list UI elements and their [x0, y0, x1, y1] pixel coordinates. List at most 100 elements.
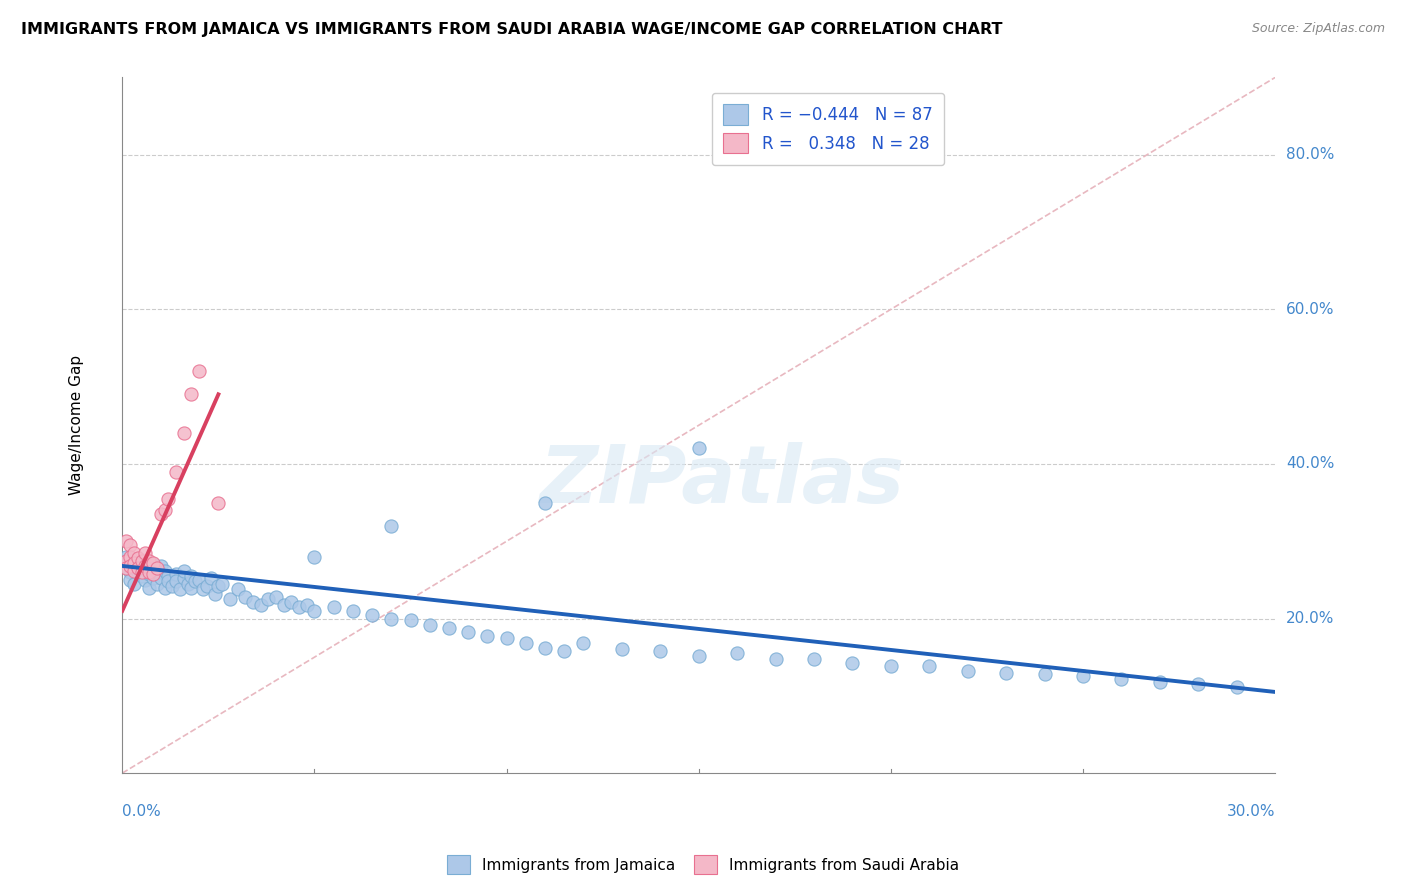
- Point: [118, 573, 141, 587]
- Point: [180, 569, 202, 583]
- Point: [242, 594, 264, 608]
- Point: [534, 640, 557, 655]
- Point: [1033, 667, 1056, 681]
- Point: [515, 636, 537, 650]
- Point: [134, 546, 156, 560]
- Point: [457, 625, 479, 640]
- Point: [399, 613, 422, 627]
- Point: [115, 561, 138, 575]
- Point: [142, 558, 165, 572]
- Point: [188, 573, 211, 587]
- Text: 20.0%: 20.0%: [1286, 611, 1334, 626]
- Point: [207, 579, 229, 593]
- Point: [142, 566, 165, 581]
- Point: [122, 576, 145, 591]
- Point: [995, 665, 1018, 680]
- Point: [118, 558, 141, 573]
- Text: ZIPatlas: ZIPatlas: [540, 442, 904, 520]
- Point: [138, 566, 160, 581]
- Point: [122, 558, 145, 572]
- Point: [157, 574, 180, 589]
- Point: [688, 648, 710, 663]
- Point: [1071, 669, 1094, 683]
- Point: [553, 644, 575, 658]
- Point: [122, 546, 145, 560]
- Point: [149, 507, 172, 521]
- Point: [180, 581, 202, 595]
- Point: [127, 561, 149, 575]
- Text: 30.0%: 30.0%: [1226, 805, 1275, 820]
- Point: [264, 590, 287, 604]
- Point: [165, 465, 187, 479]
- Point: [149, 558, 172, 573]
- Point: [841, 657, 863, 671]
- Text: 40.0%: 40.0%: [1286, 457, 1334, 472]
- Text: Wage/Income Gap: Wage/Income Gap: [69, 355, 84, 495]
- Point: [146, 561, 169, 575]
- Point: [118, 538, 141, 552]
- Point: [219, 592, 242, 607]
- Point: [610, 642, 633, 657]
- Point: [134, 561, 156, 575]
- Point: [257, 592, 280, 607]
- Point: [131, 553, 153, 567]
- Point: [138, 553, 160, 567]
- Point: [342, 604, 364, 618]
- Point: [380, 518, 402, 533]
- Point: [273, 598, 295, 612]
- Point: [157, 569, 180, 583]
- Point: [572, 636, 595, 650]
- Point: [131, 553, 153, 567]
- Text: IMMIGRANTS FROM JAMAICA VS IMMIGRANTS FROM SAUDI ARABIA WAGE/INCOME GAP CORRELAT: IMMIGRANTS FROM JAMAICA VS IMMIGRANTS FR…: [21, 22, 1002, 37]
- Point: [495, 631, 517, 645]
- Point: [176, 576, 198, 591]
- Point: [115, 534, 138, 549]
- Point: [149, 571, 172, 585]
- Point: [138, 581, 160, 595]
- Point: [419, 617, 441, 632]
- Point: [295, 598, 318, 612]
- Point: [288, 599, 311, 614]
- Point: [188, 364, 211, 378]
- Point: [162, 579, 184, 593]
- Legend: Immigrants from Jamaica, Immigrants from Saudi Arabia: Immigrants from Jamaica, Immigrants from…: [441, 849, 965, 880]
- Point: [169, 582, 191, 596]
- Point: [122, 556, 145, 570]
- Point: [127, 551, 149, 566]
- Point: [131, 565, 153, 579]
- Point: [153, 503, 176, 517]
- Point: [380, 611, 402, 625]
- Point: [118, 565, 141, 579]
- Point: [204, 587, 226, 601]
- Point: [688, 442, 710, 456]
- Point: [153, 564, 176, 578]
- Point: [361, 607, 384, 622]
- Point: [157, 491, 180, 506]
- Point: [173, 425, 195, 440]
- Legend: R = −0.444   N = 87, R =   0.348   N = 28: R = −0.444 N = 87, R = 0.348 N = 28: [711, 93, 943, 165]
- Point: [1149, 674, 1171, 689]
- Point: [207, 495, 229, 509]
- Text: 60.0%: 60.0%: [1286, 301, 1334, 317]
- Point: [195, 579, 218, 593]
- Point: [118, 549, 141, 564]
- Point: [165, 574, 187, 589]
- Point: [437, 621, 460, 635]
- Text: 0.0%: 0.0%: [122, 805, 162, 820]
- Point: [131, 569, 153, 583]
- Point: [191, 582, 214, 596]
- Text: 80.0%: 80.0%: [1286, 147, 1334, 162]
- Point: [765, 651, 787, 665]
- Point: [534, 495, 557, 509]
- Point: [233, 590, 256, 604]
- Point: [477, 628, 499, 642]
- Point: [1187, 677, 1209, 691]
- Point: [650, 644, 672, 658]
- Point: [280, 594, 302, 608]
- Point: [165, 566, 187, 581]
- Point: [173, 564, 195, 578]
- Text: Source: ZipAtlas.com: Source: ZipAtlas.com: [1251, 22, 1385, 36]
- Point: [803, 651, 825, 665]
- Point: [142, 556, 165, 570]
- Point: [956, 664, 979, 678]
